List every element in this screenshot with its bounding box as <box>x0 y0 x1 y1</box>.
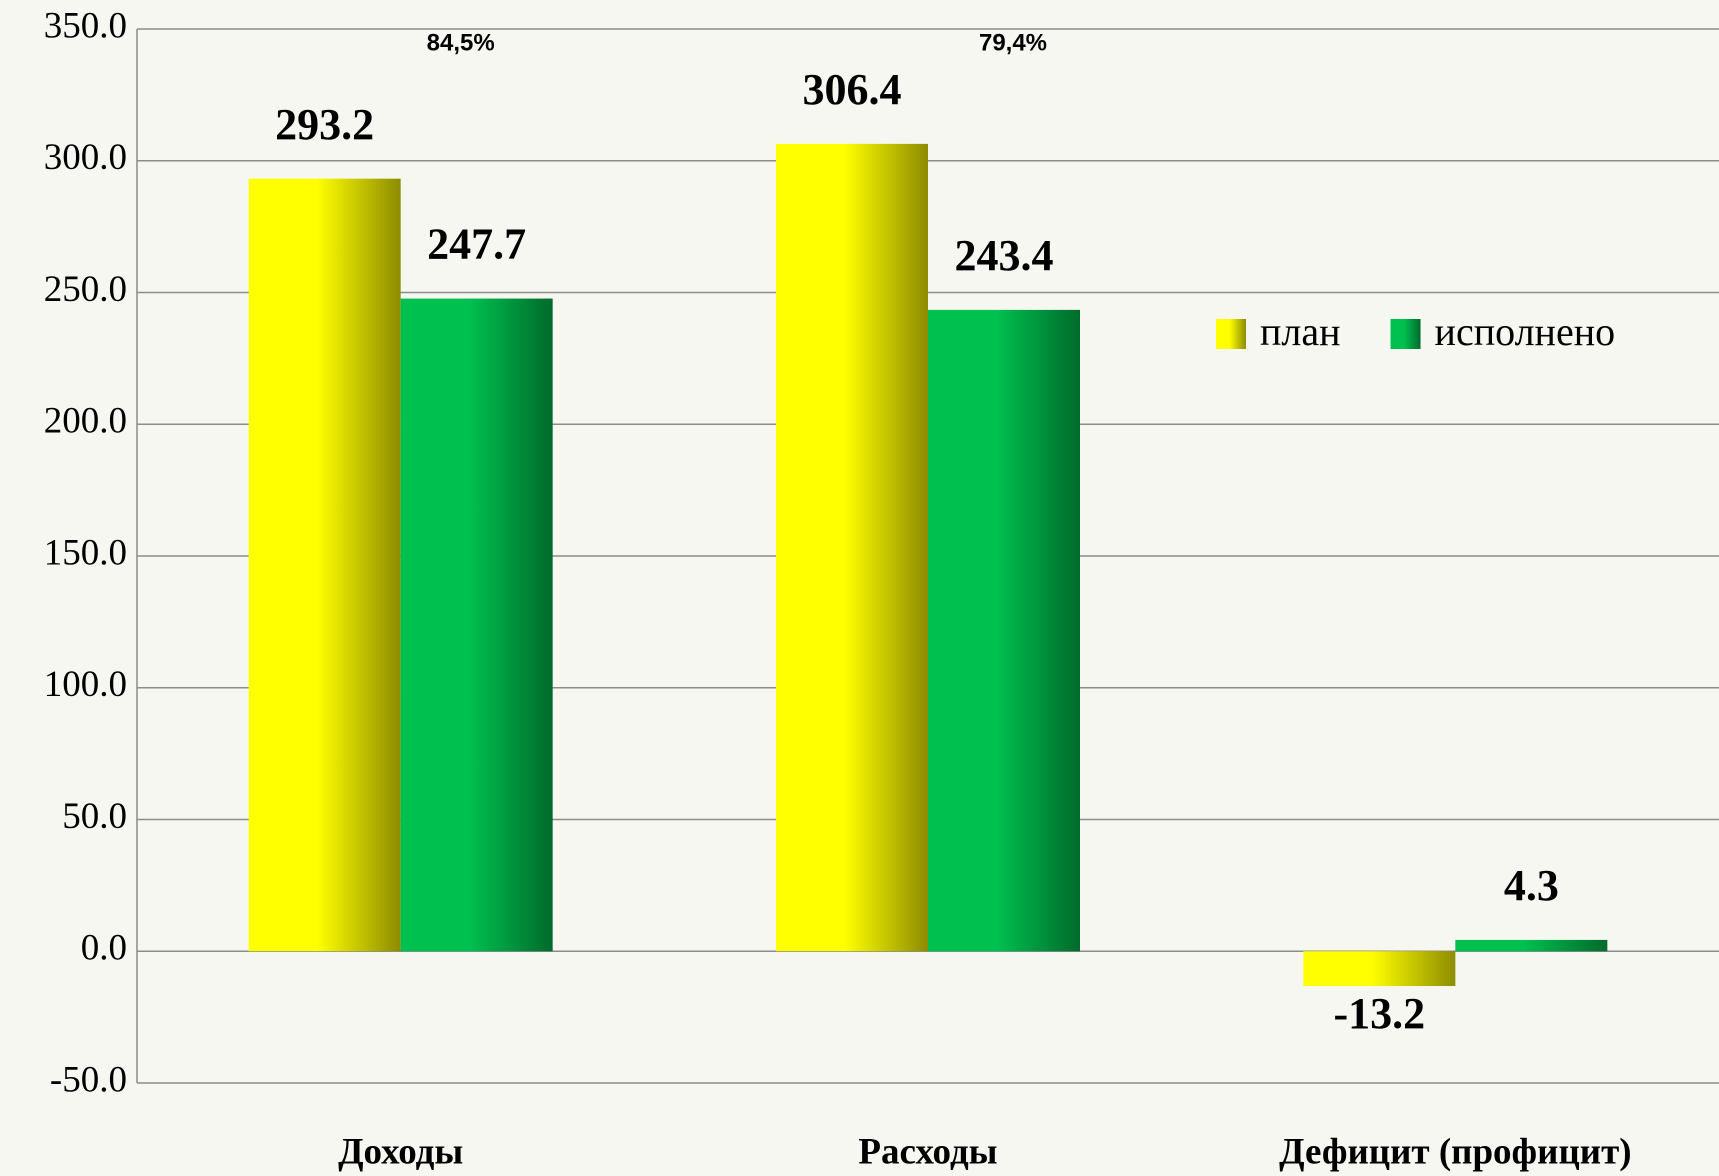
y-tick-label: 250.0 <box>44 269 127 310</box>
value-label: 306.4 <box>803 65 902 114</box>
annotation: 79,4% <box>979 29 1047 56</box>
legend-label: исполнено <box>1435 309 1616 354</box>
bar <box>928 309 1080 952</box>
x-tick-label: Доходы <box>338 1131 463 1172</box>
y-tick-label: -50.0 <box>50 1059 127 1100</box>
value-label: 247.7 <box>427 220 526 269</box>
bar <box>776 143 928 952</box>
value-label: -13.2 <box>1334 989 1426 1038</box>
x-tick-label: Расходы <box>858 1131 997 1172</box>
y-tick-label: 200.0 <box>44 401 127 442</box>
legend-label: план <box>1260 309 1341 354</box>
legend-swatch <box>1216 319 1246 349</box>
y-tick-label: 100.0 <box>44 664 127 705</box>
legend-swatch <box>1390 319 1421 349</box>
x-tick-label: Дефицит (профицит) <box>1279 1131 1632 1172</box>
y-tick-label: 300.0 <box>44 137 127 178</box>
bar <box>400 298 553 952</box>
y-tick-label: 0.0 <box>81 928 127 969</box>
bar <box>1455 939 1608 952</box>
value-label: 243.4 <box>955 231 1054 280</box>
annotation: 84,5% <box>427 29 495 56</box>
bar <box>1303 951 1456 987</box>
value-label: 293.2 <box>275 100 374 149</box>
y-tick-label: 150.0 <box>44 532 127 573</box>
value-label: 4.3 <box>1504 861 1559 910</box>
y-tick-label: 350.0 <box>44 5 127 46</box>
y-tick-label: 50.0 <box>62 796 127 837</box>
bar <box>248 178 401 952</box>
